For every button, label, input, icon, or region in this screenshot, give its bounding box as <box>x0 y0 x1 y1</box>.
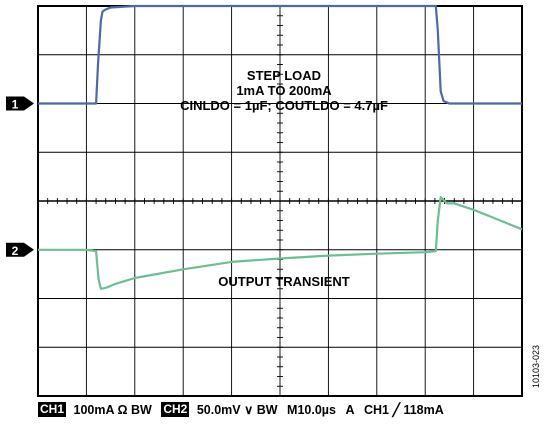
figure-id: 10103-023 <box>531 318 543 388</box>
ch1-bandwidth: BW <box>131 402 152 417</box>
oscilloscope-grid <box>37 5 523 397</box>
trigger-edge-icon: ╱ <box>392 403 400 418</box>
capacitor-values: CINLDO = 1µF; COUTLDO = 4.7µF <box>180 98 388 113</box>
channel-1-marker: 1 <box>6 96 34 112</box>
channel-2-marker-arrow <box>24 242 34 257</box>
channel-markers: 12 <box>6 96 34 258</box>
oscilloscope-traces <box>38 4 523 290</box>
trace-ch2 <box>38 196 523 290</box>
output-transient-label: OUTPUT TRANSIENT <box>218 274 350 289</box>
timebase: M10.0µs <box>287 402 336 417</box>
trigger-mode: A <box>345 402 355 417</box>
trigger-source: CH1 <box>363 402 389 417</box>
ch2-badge: CH2 <box>161 402 190 418</box>
trigger-level: 118mA <box>403 402 444 417</box>
step-load-title: STEP LOAD <box>247 68 321 83</box>
channel-2-marker: 2 <box>6 242 34 258</box>
channel-1-marker-arrow <box>24 96 34 111</box>
scope-status-bar: CH1 100mA Ω BW CH2 50.0mV ∨ BW M10.0µs A… <box>38 402 444 420</box>
ch1-badge: CH1 <box>38 402 67 418</box>
figure-id-text: 10103-023 <box>531 344 541 388</box>
channel-1-marker-label: 1 <box>12 98 19 112</box>
trace-ch1 <box>38 4 522 105</box>
ch2-scale: 50.0mV <box>196 402 241 417</box>
channel-2-marker-label: 2 <box>12 244 19 258</box>
ch2-bandwidth: BW <box>256 402 278 417</box>
ch2-bandwidth-icon: ∨ <box>244 403 254 418</box>
channel-2-marker-box <box>6 242 24 257</box>
channel-1-marker-box <box>6 96 24 111</box>
step-load-range: 1mA TO 200mA <box>236 83 332 98</box>
ch1-scale: 100mA Ω <box>73 402 128 417</box>
